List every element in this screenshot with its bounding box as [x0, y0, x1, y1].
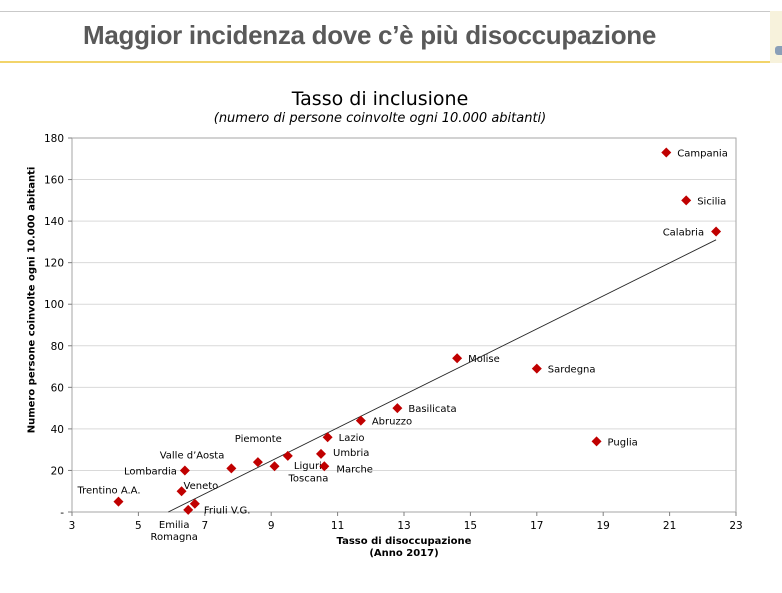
data-point-label: Liguria	[294, 461, 328, 472]
data-point-label: Calabria	[663, 228, 704, 239]
data-point-marker	[189, 498, 200, 509]
data-point-label: Emilia Romagna	[151, 520, 198, 543]
data-point-label: Valle d’Aosta	[160, 450, 225, 461]
x-tick-label: 23	[729, 520, 742, 532]
y-tick-label: 120	[44, 258, 64, 270]
data-point-marker	[322, 432, 333, 443]
chart-subtitle: (numero di persone coinvolte ogni 10.000…	[213, 111, 547, 126]
trendline	[168, 239, 717, 513]
x-tick-label: 19	[597, 520, 610, 532]
data-point-label: Umbria	[333, 448, 369, 459]
y-tick-label: 160	[44, 175, 64, 187]
x-tick-label: 3	[69, 520, 76, 532]
slide-title: Maggior incidenza dove c’è più disoccupa…	[83, 20, 657, 50]
data-point-marker	[252, 457, 263, 468]
x-axis-label: Tasso di disoccupazione (Anno 2017)	[337, 536, 472, 560]
data-point-marker	[179, 465, 190, 476]
header-top-rule	[0, 11, 770, 12]
y-tick-label: 140	[44, 216, 64, 228]
y-axis-label: Numero persone coinvolte ogni 10.000 abi…	[26, 166, 38, 434]
x-tick-label: 7	[201, 520, 208, 532]
data-point-marker	[269, 461, 280, 472]
x-axis-label-year: (Anno 2017)	[369, 548, 439, 559]
y-tick-label: 180	[44, 133, 64, 145]
y-tick-label: 60	[51, 382, 64, 394]
x-axis-label-title: Tasso di disoccupazione	[336, 536, 472, 547]
data-point-marker	[452, 353, 463, 364]
y-tick-label: 100	[44, 299, 64, 311]
data-point-label-line: Romagna	[151, 532, 198, 543]
x-tick-label: 11	[331, 520, 344, 532]
data-point-label: Lazio	[339, 433, 365, 444]
y-tick-label: 40	[51, 424, 64, 436]
data-point-label: Campania	[677, 149, 728, 160]
x-tick-label: 9	[268, 520, 275, 532]
data-point-label: Toscana	[288, 473, 329, 484]
data-point-marker	[319, 461, 330, 472]
data-point-marker	[176, 486, 187, 497]
data-point-label-line: Emilia	[159, 520, 190, 531]
data-point-marker	[183, 504, 194, 515]
header-accent-rule	[0, 61, 770, 63]
data-point-label: Veneto	[184, 481, 219, 492]
chart-title: Tasso di inclusione	[291, 88, 469, 110]
data-point-label: Piemonte	[235, 434, 282, 445]
data-point-marker	[591, 436, 602, 447]
data-point-label: Puglia	[608, 437, 638, 448]
data-point-label: Basilicata	[408, 404, 456, 415]
data-point-marker	[355, 415, 366, 426]
data-point-marker	[681, 195, 692, 206]
data-point-label: Abruzzo	[372, 417, 412, 428]
data-point-marker	[661, 147, 672, 158]
y-tick-label: 20	[51, 465, 64, 477]
data-point-marker	[316, 448, 326, 459]
data-point-label: Trentino A.A.	[76, 486, 140, 497]
x-tick-label: 13	[397, 520, 410, 532]
data-point-label: Marche	[336, 464, 373, 475]
x-tick-label: 15	[464, 520, 477, 532]
data-point-label: Friuli V.G.	[204, 506, 251, 517]
y-tick-label: 80	[51, 341, 64, 353]
data-point-label: Lombardia	[124, 466, 177, 477]
x-tick-label: 21	[663, 520, 676, 532]
data-point-label: Sardegna	[548, 365, 596, 376]
data-point-marker	[392, 403, 403, 414]
x-tick-label: 5	[135, 520, 142, 532]
data-point-marker	[711, 226, 722, 237]
data-point-label: Sicilia	[697, 196, 726, 207]
data-point-marker	[282, 450, 293, 461]
data-point-marker	[226, 463, 237, 474]
side-decoration-mark	[775, 46, 782, 55]
x-tick-label: 17	[530, 520, 543, 532]
data-point-marker	[113, 496, 124, 507]
data-point-marker	[531, 363, 542, 374]
y-tick-label: -	[60, 507, 64, 519]
data-point-label: Molise	[468, 354, 500, 365]
